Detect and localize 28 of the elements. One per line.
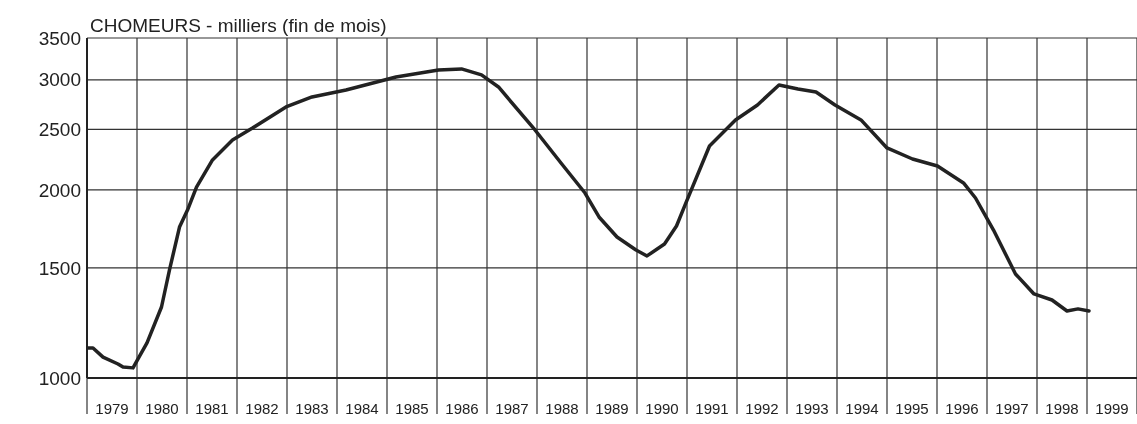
x-tick-label: 1984 (345, 400, 379, 417)
x-tick-label: 1992 (745, 400, 779, 417)
x-tick-label: 1988 (545, 400, 579, 417)
x-tick-label: 1981 (195, 400, 229, 417)
x-tick-label: 1990 (645, 400, 679, 417)
x-tick-label: 1987 (495, 400, 529, 417)
y-tick-label: 2500 (38, 118, 81, 140)
x-tick-label: 1995 (895, 400, 929, 417)
x-tick-label: 1979 (95, 400, 129, 417)
x-tick-label: 1989 (595, 400, 629, 417)
x-tick-label: 1980 (145, 400, 179, 417)
x-tick-label: 1991 (695, 400, 729, 417)
x-tick-label: 1996 (945, 400, 979, 417)
x-tick-label: 1993 (795, 400, 829, 417)
x-tick-label: 1983 (295, 400, 329, 417)
x-tick-label: 1999 (1095, 400, 1129, 417)
y-tick-label: 3500 (38, 27, 81, 49)
y-tick-label: 2000 (38, 179, 81, 201)
x-tick-label: 1994 (845, 400, 879, 417)
y-tick-label: 3000 (38, 69, 81, 91)
chart-title: CHOMEURS - milliers (fin de mois) (90, 15, 387, 36)
y-tick-label: 1500 (38, 257, 81, 279)
x-tick-label: 1997 (995, 400, 1029, 417)
x-tick-label: 1982 (245, 400, 279, 417)
x-tick-label: 1998 (1045, 400, 1079, 417)
x-tick-label: 1985 (395, 400, 429, 417)
y-tick-label: 1000 (38, 367, 81, 389)
x-tick-label: 1986 (445, 400, 479, 417)
